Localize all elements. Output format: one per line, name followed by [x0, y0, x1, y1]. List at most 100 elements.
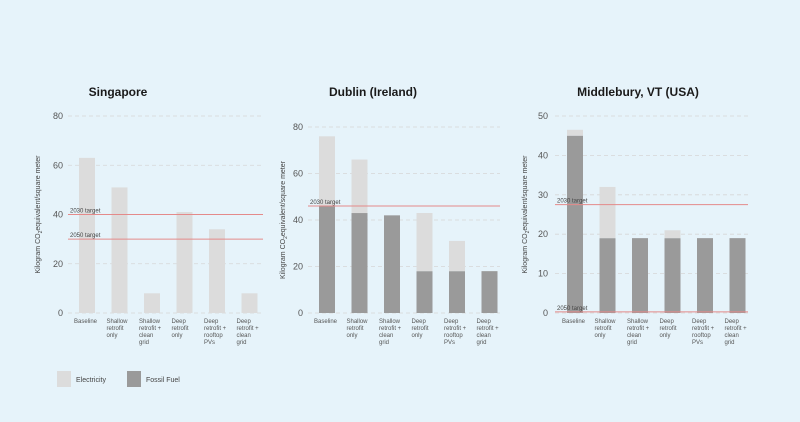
target-label-2050-target: 2050 target: [557, 306, 588, 312]
x-category-label-line: Deep: [444, 319, 459, 325]
x-category-label-line: retrofit +: [627, 326, 650, 332]
y-axis-label-part: Kilogram CO: [522, 233, 529, 274]
y-tick-label: 40: [293, 215, 303, 225]
x-category-label-line: Deep: [204, 319, 219, 325]
x-category-label-line: retrofit +: [477, 326, 500, 332]
x-category-label-line: retrofit: [172, 326, 189, 332]
x-category-label-line: clean: [477, 333, 491, 339]
bar-electricity-baseline: [79, 157, 95, 313]
bar-fossil-fuel-shallow-retrofit-only: [351, 213, 368, 313]
target-label-2050-target: 2050 target: [70, 233, 101, 239]
x-category-label-line: Deep: [412, 319, 427, 325]
legend-swatch-fossil-fuel: [127, 371, 141, 387]
y-tick-label: 50: [538, 111, 548, 121]
bar-fossil-fuel-shallow-retrofit-only: [599, 238, 616, 313]
y-tick-label: 80: [293, 122, 303, 132]
x-category-label-line: retrofit: [107, 326, 124, 332]
y-tick-label: 10: [538, 269, 548, 279]
x-category-label-line: only: [595, 333, 606, 339]
x-category-label: Shallow retrofit + clean grid: [379, 319, 402, 346]
y-axis-label-subscript: 2: [38, 230, 44, 233]
x-category-label-line: clean: [237, 333, 251, 339]
x-category-label-line: Baseline: [562, 319, 586, 325]
x-category-label-line: Deep: [477, 319, 492, 325]
x-category-label-line: Shallow: [347, 319, 369, 325]
x-category-label-line: rooftop: [692, 333, 711, 339]
target-label-2030-target: 2030 target: [557, 199, 588, 205]
x-category-label-line: clean: [379, 333, 393, 339]
y-tick-label: 30: [538, 190, 548, 200]
target-label-2030-target: 2030 target: [70, 209, 101, 215]
x-category-label-line: Shallow: [379, 319, 401, 325]
x-category-label-line: Deep: [692, 319, 707, 325]
bar-fossil-fuel-shallow-retrofit-clean-grid: [632, 238, 648, 313]
x-category-label: Shallow retrofit only: [595, 319, 617, 339]
bar-fossil-fuel-deep-retrofit-rooftop-pvs: [697, 238, 713, 313]
x-category-label-line: rooftop: [444, 333, 463, 339]
x-category-label-line: Shallow: [139, 319, 161, 325]
x-category-label: Deep retrofit + clean grid: [237, 319, 260, 346]
x-category-label-line: grid: [237, 340, 247, 346]
x-category-label: Baseline: [314, 319, 338, 325]
x-category-label: Deep retrofit only: [660, 319, 677, 339]
y-axis-label-part: Kilogram CO: [280, 238, 287, 279]
legend: Electricity Fossil Fuel: [57, 371, 180, 387]
bar-electricity-baseline: [319, 136, 335, 207]
x-category-label: Deep retrofit only: [172, 319, 189, 339]
chart-title: Singapore: [89, 85, 148, 99]
x-category-label-line: grid: [139, 340, 149, 346]
bar-electricity-baseline: [567, 129, 583, 136]
y-axis-label-part: equivalent/square meter: [35, 155, 42, 231]
bar-fossil-fuel-deep-retrofit-only: [416, 271, 433, 313]
y-tick-label: 20: [53, 259, 63, 269]
target-label-2030-target: 2030 target: [310, 200, 341, 206]
bar-electricity-deep-retrofit-only: [176, 212, 193, 313]
bar-fossil-fuel-deep-retrofit-rooftop-pvs: [449, 271, 465, 313]
bar-electricity-deep-retrofit-rooftop-pvs: [209, 229, 225, 313]
x-category-label: Deep retrofit + clean grid: [477, 319, 500, 346]
x-category-label: Deep retrofit + clean grid: [725, 319, 748, 346]
y-tick-label: 40: [538, 150, 548, 160]
bar-electricity-deep-retrofit-only: [664, 230, 681, 239]
x-category-label-line: retrofit: [347, 326, 364, 332]
x-category-label: Deep retrofit + rooftop PVs: [204, 319, 227, 346]
chart-panel-middlebury-vt-usa: Middlebury, VT (USA) 0 10 20 30 40 50 Kilogram …: [522, 85, 748, 346]
x-category-label-line: retrofit +: [379, 326, 402, 332]
x-category-label-line: clean: [725, 333, 739, 339]
x-category-label-line: grid: [379, 340, 389, 346]
bar-fossil-fuel-baseline: [567, 135, 583, 313]
legend-label-electricity: Electricity: [76, 377, 106, 384]
x-category-label-line: grid: [725, 340, 735, 346]
x-category-label: Deep retrofit only: [412, 319, 429, 339]
bar-electricity-shallow-retrofit-clean-grid: [144, 293, 160, 313]
y-axis-label-part: equivalent/square meter: [522, 155, 529, 231]
x-category-label: Shallow retrofit + clean grid: [139, 319, 162, 346]
x-category-label-line: Deep: [172, 319, 187, 325]
y-tick-label: 80: [53, 111, 63, 121]
x-category-label-line: retrofit +: [204, 326, 227, 332]
bar-fossil-fuel-shallow-retrofit-clean-grid: [384, 215, 400, 313]
x-category-label-line: grid: [627, 340, 637, 346]
x-category-label-line: only: [107, 333, 118, 339]
y-tick-label: 0: [298, 308, 303, 318]
x-category-label-line: only: [660, 333, 671, 339]
chart-panel-singapore: Singapore 0 20 40 60 80 Kilogram CO2equivalent…: [35, 85, 263, 346]
x-category-label-line: Baseline: [314, 319, 338, 325]
bar-fossil-fuel-deep-retrofit-only: [664, 238, 681, 313]
bar-fossil-fuel-deep-retrofit-clean-grid: [729, 238, 746, 313]
bar-fossil-fuel-baseline: [319, 206, 335, 313]
legend-swatch-electricity: [57, 371, 71, 387]
y-tick-label: 0: [58, 308, 63, 318]
x-category-label-line: retrofit: [412, 326, 429, 332]
x-category-label: Deep retrofit + rooftop PVs: [444, 319, 467, 346]
y-axis-label: Kilogram CO2equivalent/square meter: [280, 160, 289, 279]
x-category-label: Shallow retrofit + clean grid: [627, 319, 650, 346]
x-category-label-line: Shallow: [107, 319, 129, 325]
bar-fossil-fuel-deep-retrofit-clean-grid: [481, 271, 498, 313]
bar-electricity-deep-retrofit-clean-grid: [241, 293, 258, 313]
x-category-label-line: Deep: [237, 319, 252, 325]
y-tick-label: 60: [293, 169, 303, 179]
x-category-label: Shallow retrofit only: [107, 319, 129, 339]
x-category-label-line: PVs: [692, 340, 703, 346]
